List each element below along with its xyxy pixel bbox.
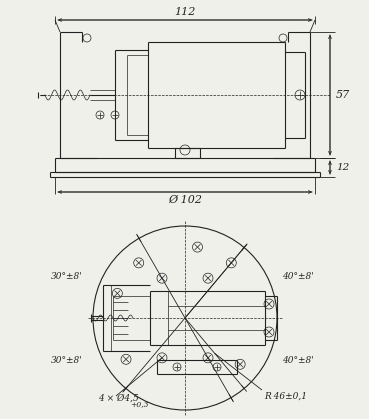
Text: 40°±8': 40°±8' xyxy=(282,355,314,365)
Text: 112: 112 xyxy=(174,7,196,17)
Text: 57: 57 xyxy=(336,90,350,100)
Text: 40°±8': 40°±8' xyxy=(282,272,314,280)
Text: +0,3: +0,3 xyxy=(130,400,148,408)
Text: R 46±0,1: R 46±0,1 xyxy=(264,392,307,401)
Text: 4 × Ø4,5: 4 × Ø4,5 xyxy=(98,393,139,403)
Text: 12: 12 xyxy=(336,163,349,172)
Text: 30°±8': 30°±8' xyxy=(51,272,83,280)
Text: Ø 102: Ø 102 xyxy=(168,195,202,205)
Text: 30°±8': 30°±8' xyxy=(51,355,83,365)
